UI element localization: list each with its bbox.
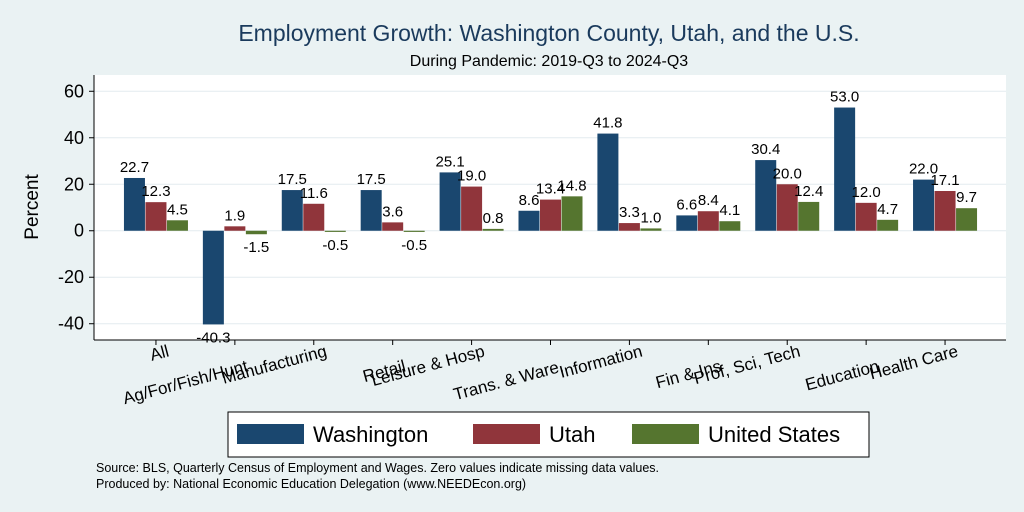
data-label: 17.1 bbox=[930, 172, 959, 189]
bar-utah bbox=[934, 190, 956, 231]
bar-united-states bbox=[719, 221, 741, 231]
data-label: 14.8 bbox=[557, 177, 586, 194]
data-label: 20.0 bbox=[773, 165, 802, 182]
data-label: 17.5 bbox=[357, 171, 386, 188]
y-tick-label: 0 bbox=[74, 221, 84, 241]
bar-utah bbox=[618, 223, 640, 231]
bar-utah bbox=[145, 202, 167, 231]
data-label: 3.6 bbox=[382, 203, 403, 220]
data-label: -40.3 bbox=[196, 329, 230, 346]
y-tick-label: -20 bbox=[58, 267, 84, 287]
bar-utah bbox=[697, 211, 719, 231]
category-label: Manufacturing bbox=[220, 342, 329, 388]
data-label: 11.6 bbox=[300, 185, 328, 202]
bar-utah bbox=[461, 186, 483, 231]
legend-box bbox=[227, 411, 870, 458]
bar-united-states bbox=[166, 220, 188, 231]
bar-washington bbox=[439, 172, 461, 231]
bar-washington bbox=[755, 160, 777, 231]
y-axis: -40 -20 0 20 40 60 bbox=[58, 75, 95, 340]
data-label: 53.0 bbox=[830, 89, 859, 106]
category-label: Prof, Sci, Tech bbox=[692, 342, 802, 389]
data-label: 25.1 bbox=[435, 153, 464, 170]
legend-label: United States bbox=[708, 422, 840, 447]
bar-united-states bbox=[640, 228, 662, 231]
bar-utah bbox=[855, 202, 877, 231]
data-label: 30.4 bbox=[751, 141, 780, 158]
producer-note: Produced by: National Economic Education… bbox=[96, 477, 526, 491]
legend-swatch bbox=[632, 424, 699, 444]
bar-united-states bbox=[798, 201, 820, 231]
legend-swatch bbox=[237, 424, 304, 444]
data-label: 22.0 bbox=[909, 161, 938, 178]
bar-washington bbox=[281, 190, 303, 231]
data-label: -1.5 bbox=[243, 239, 269, 256]
bar-united-states bbox=[561, 196, 583, 231]
bar-washington bbox=[597, 133, 619, 231]
data-label: 8.4 bbox=[698, 192, 719, 209]
legend-label: Utah bbox=[549, 422, 595, 447]
legend-label: Washington bbox=[313, 422, 428, 447]
bar-washington bbox=[913, 179, 935, 231]
bar-united-states bbox=[482, 228, 504, 231]
y-tick-label: 40 bbox=[64, 128, 84, 148]
source-note: Source: BLS, Quarterly Census of Employm… bbox=[96, 461, 659, 475]
category-label: Health Care bbox=[868, 342, 961, 384]
legend-swatch bbox=[473, 424, 540, 444]
data-label: 19.0 bbox=[457, 168, 486, 185]
y-tick-label: 60 bbox=[64, 81, 84, 101]
y-tick-label: 20 bbox=[64, 174, 84, 194]
bar-united-states bbox=[877, 219, 899, 231]
bar-united-states bbox=[245, 230, 267, 235]
bar-utah bbox=[303, 203, 325, 231]
bar-washington bbox=[360, 190, 382, 231]
bar-washington bbox=[202, 230, 224, 325]
bar-united-states bbox=[324, 230, 346, 232]
data-label: 9.7 bbox=[956, 189, 977, 206]
chart-subtitle: During Pandemic: 2019-Q3 to 2024-Q3 bbox=[410, 53, 688, 70]
y-axis-label: Percent bbox=[22, 174, 43, 240]
data-label: 8.6 bbox=[519, 192, 540, 209]
bar-utah bbox=[540, 199, 561, 231]
data-label: 4.5 bbox=[167, 201, 188, 218]
data-label: 12.3 bbox=[141, 183, 170, 200]
bar-utah bbox=[776, 184, 798, 231]
data-label: 3.3 bbox=[619, 204, 640, 221]
bar-washington bbox=[518, 210, 540, 231]
chart-title: Employment Growth: Washington County, Ut… bbox=[238, 20, 859, 46]
data-label: 1.0 bbox=[640, 209, 661, 226]
bar-washington bbox=[676, 215, 698, 231]
bar-united-states bbox=[403, 230, 425, 232]
legend: Washington Utah United States bbox=[227, 411, 870, 458]
bar-washington bbox=[834, 107, 856, 231]
data-label: 1.9 bbox=[224, 207, 245, 224]
data-label: 4.1 bbox=[719, 202, 740, 219]
bar-utah bbox=[224, 226, 246, 231]
bar-washington bbox=[123, 177, 145, 231]
data-label: 4.7 bbox=[877, 201, 898, 218]
data-label: -0.5 bbox=[401, 237, 427, 254]
data-label: 13.4 bbox=[536, 181, 565, 198]
data-label: 6.6 bbox=[676, 196, 697, 213]
data-label: 12.4 bbox=[794, 183, 823, 200]
category-label: All bbox=[148, 342, 171, 365]
bars: 22.712.34.5-40.31.9-1.517.511.6-0.517.53… bbox=[120, 89, 978, 346]
data-label: 17.5 bbox=[278, 171, 307, 188]
bar-utah bbox=[382, 222, 404, 231]
bar-united-states bbox=[956, 208, 978, 231]
data-label: 12.0 bbox=[852, 184, 881, 201]
y-tick-label: -40 bbox=[58, 314, 84, 334]
category-label: Information bbox=[557, 342, 644, 382]
data-label: 41.8 bbox=[593, 115, 622, 132]
data-label: 0.8 bbox=[483, 210, 504, 227]
data-label: 22.7 bbox=[120, 159, 149, 176]
data-label: -0.5 bbox=[322, 237, 348, 254]
